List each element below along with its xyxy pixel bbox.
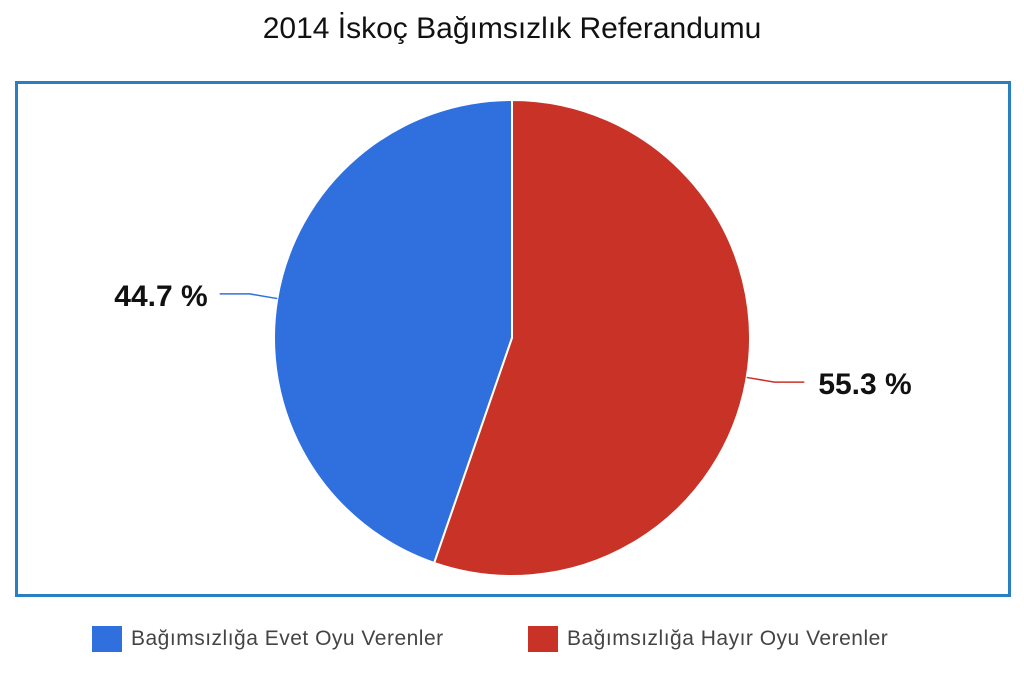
data-label-1: 55.3 %	[818, 368, 911, 401]
chart-title: 2014 İskoç Bağımsızlık Referandumu	[262, 12, 762, 45]
legend-item-evet[interactable]: Bağımsızlığa Evet Oyu Verenler	[92, 626, 444, 652]
legend-swatch-evet	[92, 626, 122, 652]
pie-slice-0[interactable]	[273, 98, 513, 565]
leader-line-0	[219, 293, 278, 300]
plot-frame	[15, 81, 1011, 597]
data-label-0: 44.7 %	[114, 280, 207, 313]
legend-label-hayir: Bağımsızlığa Hayır Oyu Verenler	[567, 627, 889, 650]
pie-slice-1[interactable]	[432, 98, 751, 577]
leader-line-1	[746, 376, 805, 383]
legend-item-hayir[interactable]: Bağımsızlığa Hayır Oyu Verenler	[528, 626, 888, 652]
legend-swatch-hayir	[528, 626, 558, 652]
legend-label-evet: Bağımsızlığa Evet Oyu Verenler	[131, 627, 444, 650]
